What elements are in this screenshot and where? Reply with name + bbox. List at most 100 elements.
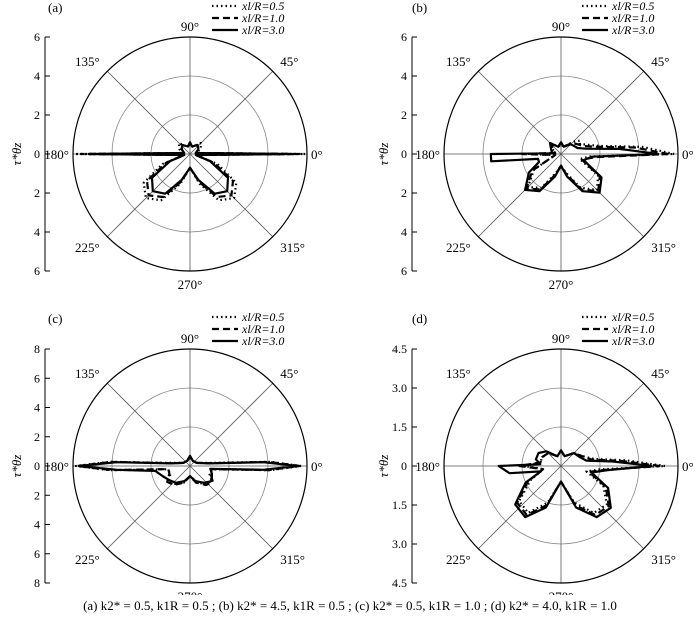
grid-spoke (189, 382, 274, 467)
radial-tick-label: 3.0 (392, 537, 407, 551)
grid-spoke (477, 382, 562, 467)
radial-tick-label: 4 (34, 69, 40, 83)
legend-label: xl/R=0.5 (611, 310, 654, 324)
legend-label: xl/R=3.0 (611, 23, 654, 37)
legend-label: xl/R=0.5 (611, 0, 654, 13)
polar-panel-b: 0° 45° 90° 135° 180° 225° 270° 315° 6 4 2 0 2 4 6 τ*θz (… (376, 0, 694, 292)
series-line (87, 141, 292, 195)
series-line (520, 141, 669, 193)
outer-circle (443, 348, 679, 584)
grid-spoke (560, 465, 645, 550)
panel-label: (c) (48, 311, 62, 326)
legend-label: xl/R=1.0 (241, 11, 284, 25)
radial-tick-label: 2 (401, 186, 407, 200)
angle-label: 270° (178, 277, 203, 292)
angle-label: 45° (280, 54, 298, 69)
grid-spoke (560, 382, 645, 467)
radial-tick-label: 4 (34, 225, 40, 239)
angle-label: 315° (651, 552, 676, 567)
angle-label: 225° (75, 240, 100, 255)
angle-label: 225° (75, 552, 100, 567)
legend-label: xl/R=1.0 (611, 322, 654, 336)
polar-panel-a: 0° 45° 90° 135° 180° 225° 270° 315° 6 4 2 0 2 4 6 τ*θz (… (9, 0, 323, 292)
radial-tick-label: 8 (34, 342, 40, 356)
radial-tick-label: 1.5 (392, 420, 407, 434)
angle-label: 45° (651, 366, 669, 381)
angle-label: 315° (651, 240, 676, 255)
angle-label: 0° (311, 459, 323, 474)
radial-tick-label: 0 (401, 459, 407, 473)
legend-label: xl/R=0.5 (241, 310, 284, 324)
series-line (75, 141, 306, 202)
radial-tick-label: 4.5 (392, 342, 407, 356)
series-line (489, 141, 659, 194)
angle-label: 90° (552, 19, 570, 34)
radial-tick-label: 2 (34, 186, 40, 200)
legend-label: xl/R=0.5 (241, 0, 284, 13)
angle-label: 45° (280, 366, 298, 381)
series-line (79, 141, 300, 199)
radial-tick-label: 4 (401, 225, 407, 239)
radial-tick-label: 2 (34, 488, 40, 502)
y-axis-label: τ*θz (9, 455, 24, 478)
angle-label: 180° (44, 459, 69, 474)
angle-label: 315° (280, 552, 305, 567)
series-line (497, 449, 653, 519)
legend-label: xl/R=3.0 (241, 23, 284, 37)
figure-caption: (a) k2* = 0.5, k1R = 0.5 ; (b) k2* = 4.5… (83, 598, 617, 613)
radial-tick-label: 6 (34, 30, 40, 44)
grid-spoke (560, 153, 645, 238)
panel-label: (d) (412, 311, 427, 326)
radial-tick-label: 0 (34, 147, 40, 161)
radial-tick-label: 1.5 (392, 498, 407, 512)
series-line (516, 449, 660, 517)
y-axis-label: τ*θz (376, 455, 391, 478)
grid-spoke (189, 465, 274, 550)
legend-label: xl/R=3.0 (241, 334, 284, 348)
angle-label: 225° (446, 240, 471, 255)
angle-label: 90° (181, 331, 199, 346)
radial-tick-label: 6 (34, 371, 40, 385)
outer-circle (72, 348, 308, 584)
radial-tick-label: 2 (34, 108, 40, 122)
angle-label: 270° (549, 589, 574, 595)
angle-label: 45° (651, 54, 669, 69)
legend-label: xl/R=1.0 (611, 11, 654, 25)
polar-charts: 0° 45° 90° 135° 180° 225° 270° 315° 6 4 2 0 2 4 6 τ*θz (… (9, 0, 694, 604)
angle-label: 315° (280, 240, 305, 255)
outer-circle (443, 36, 679, 272)
radial-tick-label: 6 (34, 264, 40, 278)
y-axis-label: τ*θz (9, 143, 24, 166)
radial-tick-label: 8 (34, 576, 40, 590)
radial-tick-label: 2 (34, 430, 40, 444)
polar-panel-d: 0° 45° 90° 135° 180° 225° 270° 315° 4.5 3.0 1.5 0 1.… (376, 310, 694, 604)
outer-circle (72, 36, 308, 272)
series-line (518, 449, 666, 515)
angle-label: 225° (446, 552, 471, 567)
radial-tick-label: 6 (401, 30, 407, 44)
polar-panel-c: 0° 45° 90° 135° 180° 225° 270° 315° 8 6 4 2 0 2 4 6 8 τ*θ… (9, 310, 323, 604)
radial-tick-label: 0 (34, 459, 40, 473)
grid-spoke (106, 465, 191, 550)
angle-label: 180° (44, 147, 69, 162)
y-axis-label: τ*θz (376, 143, 391, 166)
panel-label: (b) (412, 0, 427, 15)
radial-tick-label: 2 (401, 108, 407, 122)
angle-label: 90° (181, 19, 199, 34)
angle-label: 270° (178, 589, 203, 595)
legend-label: xl/R=1.0 (241, 322, 284, 336)
radial-tick-label: 4 (34, 518, 40, 532)
angle-label: 135° (75, 366, 100, 381)
angle-label: 90° (552, 331, 570, 346)
radial-tick-label: 6 (34, 547, 40, 561)
grid-spoke (477, 70, 562, 155)
grid-spoke (106, 382, 191, 467)
radial-tick-label: 6 (401, 264, 407, 278)
radial-tick-label: 3.0 (392, 381, 407, 395)
angle-label: 135° (446, 54, 471, 69)
radial-tick-label: 0 (401, 147, 407, 161)
grid-spoke (189, 70, 274, 155)
radial-tick-label: 4.5 (392, 576, 407, 590)
panel-label: (a) (48, 0, 62, 15)
